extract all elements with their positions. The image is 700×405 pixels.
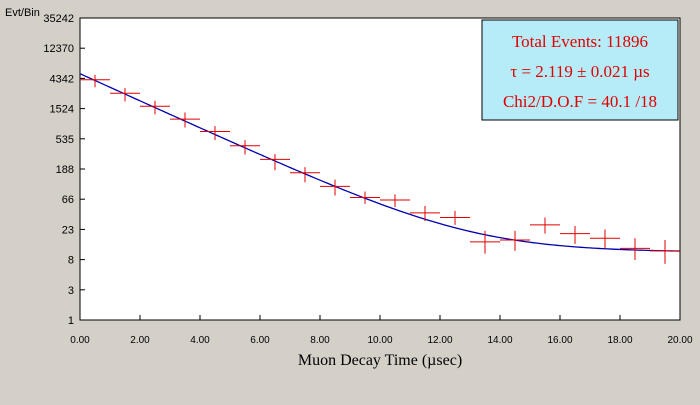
legend-tau: τ = 2.119 ± 0.021 µs	[510, 62, 649, 81]
y-tick-label: 3	[68, 285, 74, 297]
y-tick-label: 4342	[50, 73, 74, 85]
legend-background	[481, 19, 679, 121]
y-tick-label: 66	[62, 194, 74, 206]
y-tick-label: 23	[62, 224, 74, 236]
tick-layer: 1 3 8 23 66 188 535 1524 4342 12370 35242 0.00 2.00 4…	[43, 13, 693, 346]
x-tick-label: 4.00	[190, 335, 210, 346]
data-point	[320, 179, 350, 196]
data-point	[530, 217, 560, 234]
data-point	[80, 74, 110, 88]
y-tick-label: 1	[68, 315, 74, 327]
data-point	[230, 140, 260, 155]
x-tick-label: 18.00	[607, 335, 632, 346]
data-point	[350, 191, 380, 204]
x-tick-label: 20.00	[667, 335, 692, 346]
data-point	[380, 194, 410, 208]
data-point	[140, 100, 170, 115]
data-point	[470, 230, 500, 254]
data-point	[110, 88, 140, 102]
legend-total-events: Total Events: 11896	[512, 32, 648, 51]
legend-chi2: Chi2/D.O.F = 40.1 /18	[503, 92, 657, 111]
data-point	[440, 210, 470, 225]
x-tick-label: 16.00	[547, 335, 572, 346]
y-tick-label: 12370	[43, 43, 74, 55]
x-tick-label: 8.00	[310, 335, 330, 346]
data-point	[260, 154, 290, 171]
x-tick-label: 12.00	[427, 335, 452, 346]
data-point	[650, 240, 680, 264]
y-tick-label: 188	[56, 164, 74, 176]
x-tick-label: 6.00	[250, 335, 270, 346]
y-tick-label: 35242	[43, 13, 74, 25]
data-point	[290, 167, 320, 183]
legend-box: Total Events: 11896 τ = 2.119 ± 0.021 µs…	[481, 19, 679, 121]
data-point	[620, 238, 650, 261]
y-tick-label: 8	[68, 255, 74, 267]
data-point	[500, 230, 530, 251]
y-tick-label: 535	[56, 134, 74, 146]
x-tick-label: 10.00	[367, 335, 392, 346]
x-tick-label: 14.00	[487, 335, 512, 346]
data-point	[410, 206, 440, 221]
y-axis-label: Evt/Bin	[5, 7, 40, 19]
x-axis-label: Muon Decay Time (µsec)	[298, 352, 462, 369]
data-layer	[80, 74, 680, 264]
data-point	[200, 126, 230, 141]
x-tick-label: 2.00	[130, 335, 150, 346]
data-point	[590, 229, 620, 249]
data-point	[560, 226, 590, 244]
y-tick-label: 1524	[50, 104, 74, 116]
data-point	[170, 112, 200, 128]
x-tick-label: 0.00	[70, 335, 90, 346]
